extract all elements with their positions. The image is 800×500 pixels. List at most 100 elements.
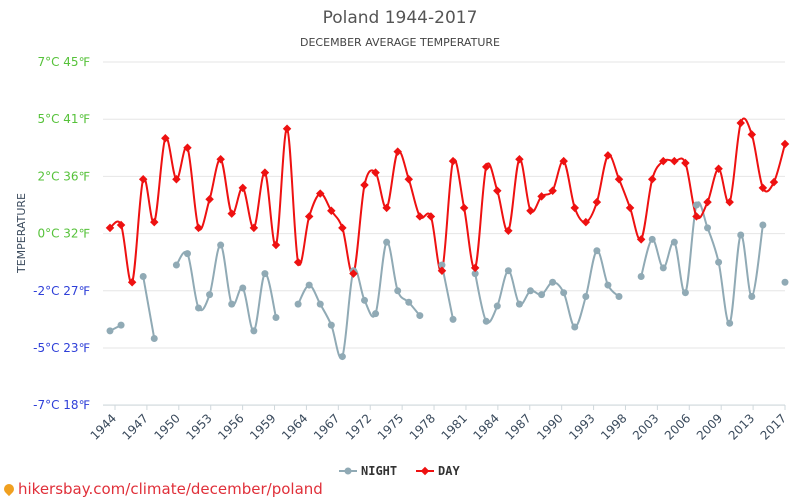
- night-point: [704, 224, 712, 232]
- day-point: [670, 156, 679, 166]
- night-point: [615, 293, 623, 301]
- day-point: [459, 203, 469, 213]
- day-point: [216, 154, 225, 164]
- night-point: [438, 261, 446, 269]
- y-tick-label: -2°C 27℉: [33, 284, 90, 298]
- night-point: [471, 270, 479, 278]
- day-point: [769, 177, 779, 187]
- y-tick-label: 5°C 41℉: [37, 112, 90, 126]
- day-point: [780, 139, 790, 149]
- x-tick-label: 1967: [311, 411, 342, 442]
- night-point: [504, 267, 512, 275]
- day-point: [360, 180, 369, 190]
- day-point: [316, 189, 325, 198]
- x-axis: 1944 1947 1950 1953 1956 1959 1964 1967 1972 1975…: [88, 404, 789, 443]
- night-point: [416, 312, 424, 320]
- day-point: [526, 206, 535, 215]
- night-point: [670, 238, 678, 246]
- day-point: [150, 217, 159, 227]
- night-point: [482, 317, 490, 325]
- day-point: [736, 118, 745, 128]
- x-tick-label: 1959: [247, 411, 278, 442]
- x-tick-label: 1947: [120, 411, 151, 442]
- legend-day-marker: [420, 466, 430, 476]
- night-point: [715, 258, 723, 266]
- night-point: [195, 304, 203, 312]
- night-point: [217, 241, 225, 249]
- day-point: [426, 212, 436, 221]
- y-axis-label: TEMPERATURE: [15, 193, 28, 274]
- watermark-text: hikersbay.com/climate/december/poland: [18, 480, 323, 498]
- day-point: [227, 209, 236, 218]
- day-point: [393, 147, 402, 156]
- chart-title: Poland 1944-2017: [323, 8, 478, 28]
- day-point: [681, 158, 690, 168]
- legend-item-day[interactable]: DAY: [416, 464, 460, 478]
- day-point: [592, 197, 602, 207]
- day-point: [293, 257, 303, 267]
- night-point: [781, 278, 789, 286]
- night-point: [250, 327, 258, 335]
- night-point: [183, 250, 191, 258]
- night-point: [139, 273, 147, 280]
- night-point: [726, 319, 734, 327]
- x-tick-label: 2013: [726, 411, 757, 442]
- night-point: [515, 300, 523, 308]
- x-tick-label: 1956: [215, 411, 246, 442]
- night-point: [172, 261, 180, 269]
- night-series-line: [175, 244, 277, 332]
- day-point: [338, 223, 347, 233]
- night-series-line: [474, 249, 620, 329]
- x-tick-label: 1990: [534, 411, 565, 442]
- day-point: [448, 156, 458, 166]
- day-point: [238, 183, 248, 193]
- day-point: [371, 168, 380, 177]
- day-point: [570, 203, 579, 213]
- y-tick-label: 0°C 32℉: [37, 227, 90, 241]
- night-point: [228, 300, 236, 308]
- day-point: [504, 226, 513, 235]
- night-point: [150, 334, 158, 342]
- y-tick-label: 2°C 36℉: [37, 169, 90, 183]
- x-tick-label: 1972: [343, 411, 374, 442]
- day-point: [194, 223, 203, 233]
- night-point: [648, 235, 656, 243]
- night-point: [405, 298, 413, 306]
- night-point: [493, 302, 501, 310]
- night-point: [637, 273, 645, 280]
- night-point: [560, 289, 568, 297]
- day-point: [481, 162, 491, 172]
- watermark-link[interactable]: hikersbay.com/climate/december/poland: [1, 480, 323, 498]
- night-point: [659, 264, 667, 272]
- day-point: [470, 263, 480, 273]
- night-point: [383, 238, 391, 246]
- night-point: [549, 278, 557, 286]
- legend-item-night[interactable]: NIGHT: [339, 464, 397, 478]
- day-point: [116, 220, 126, 230]
- legend-day-label: DAY: [438, 464, 460, 478]
- x-tick-label: 1964: [279, 411, 310, 442]
- day-point: [327, 206, 336, 215]
- series-lines: [109, 117, 786, 360]
- night-point: [538, 291, 546, 299]
- x-tick-label: 2009: [694, 411, 725, 442]
- night-point: [526, 287, 534, 295]
- grid-lines: [103, 61, 785, 406]
- night-point: [206, 291, 214, 299]
- y-tick-label: -7°C 18℉: [33, 398, 90, 412]
- night-series-line: [640, 201, 764, 325]
- x-tick-label: 1987: [502, 411, 533, 442]
- day-point: [138, 175, 148, 184]
- y-tick-label: -5°C 23℉: [33, 341, 90, 355]
- night-point: [748, 293, 756, 301]
- legend-night-label: NIGHT: [361, 464, 397, 478]
- day-point: [205, 195, 214, 204]
- night-series-line: [297, 241, 421, 360]
- day-point: [282, 124, 292, 133]
- legend: NIGHT DAY: [339, 464, 460, 478]
- day-point: [260, 168, 270, 177]
- x-tick-label: 2017: [758, 411, 789, 442]
- y-axis-ticks: 7°C 45℉ 5°C 41℉ 2°C 36℉ 0°C 32℉ -2°C 27℉ -5°C…: [33, 55, 90, 412]
- day-point: [493, 186, 502, 195]
- night-point: [106, 327, 114, 335]
